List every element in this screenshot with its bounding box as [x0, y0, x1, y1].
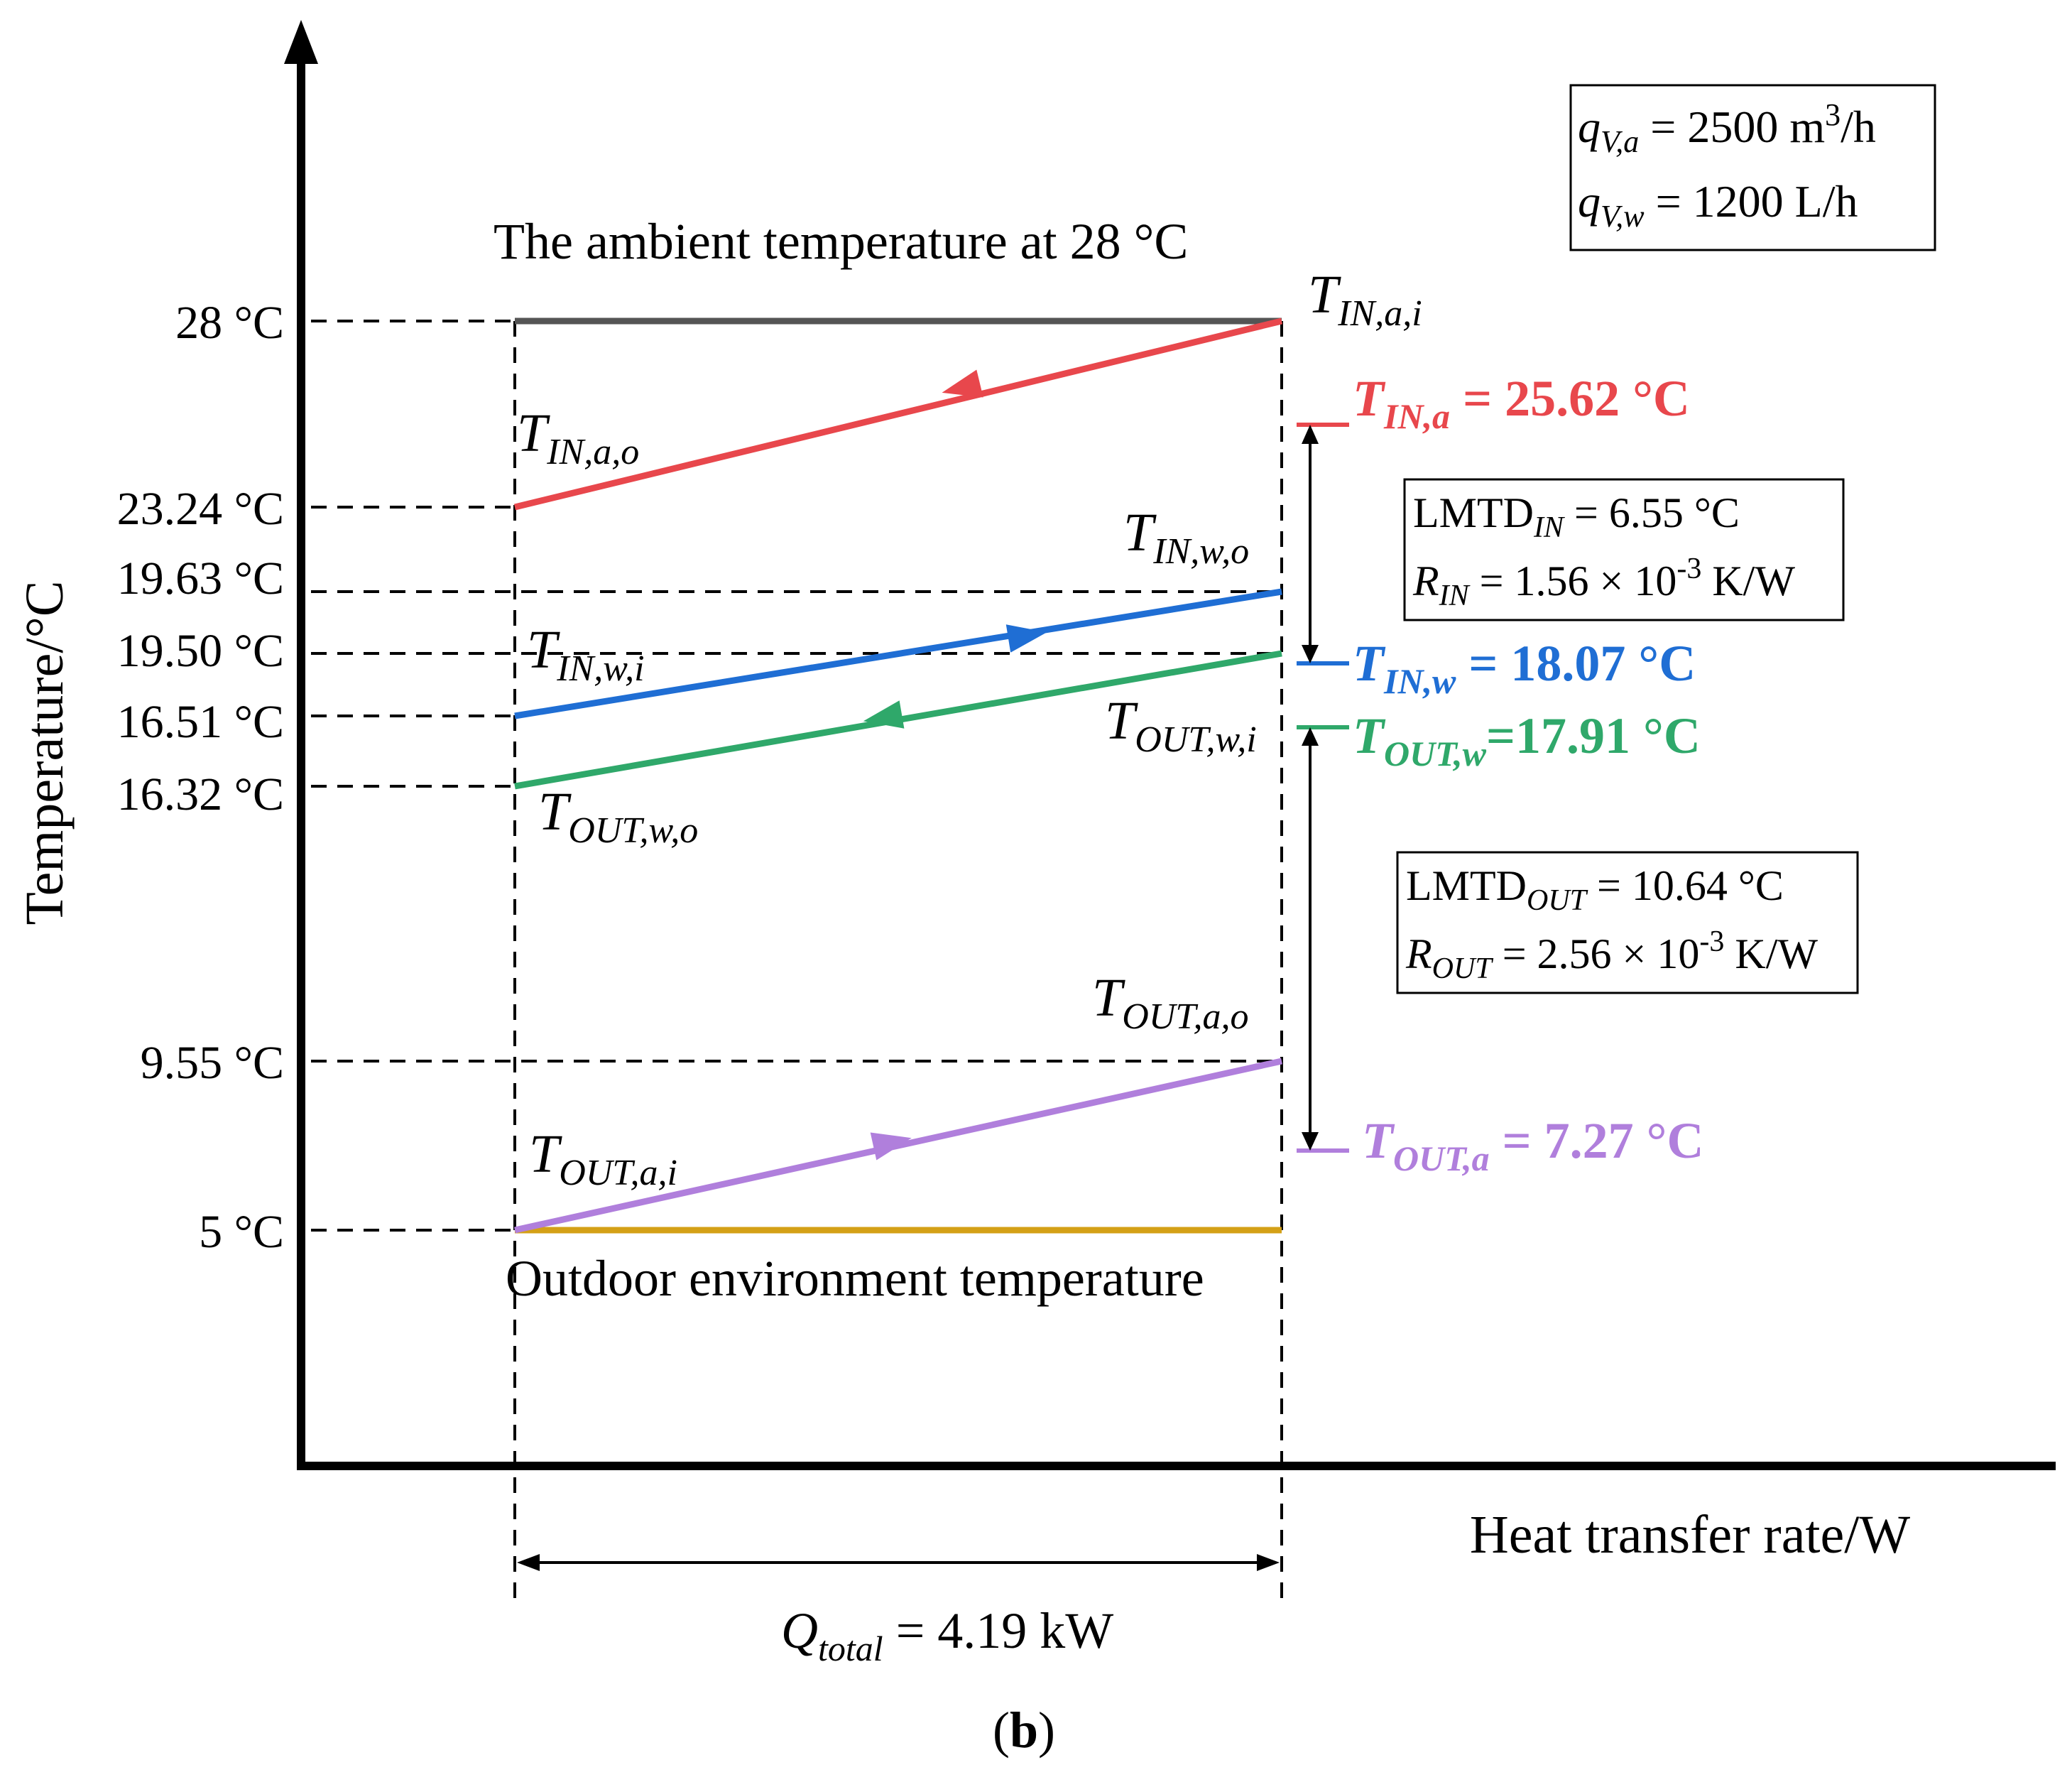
q-total-label: Qtotal = 4.19 kW	[781, 1602, 1113, 1668]
temp-label-1963: 19.63 °C	[117, 553, 284, 604]
lmtd-in-resistance: RIN = 1.56 × 10-3 K/W	[1412, 553, 1795, 612]
y-axis-arrowhead	[284, 20, 318, 64]
temp-label-28: 28 °C	[175, 297, 284, 349]
lmtd-out-resistance: ROUT = 2.56 × 10-3 K/W	[1405, 925, 1818, 985]
mean-temperatures: TIN,a = 25.62 °C TIN,w = 18.07 °C TOUT,w…	[1297, 370, 1703, 1178]
label-t-in-a-o: TIN,a,o	[517, 403, 639, 472]
label-t-out-w-o: TOUT,w,o	[538, 782, 698, 851]
lmtd-out-box-frame	[1396, 851, 1859, 994]
temp-label-5: 5 °C	[199, 1206, 284, 1258]
lmtd-in-arrow-top-icon	[1302, 425, 1319, 444]
mean-label-out-a: TOUT,a = 7.27 °C	[1362, 1112, 1703, 1178]
indoor-air-line	[513, 317, 1283, 511]
lmtd-in-value: LMTDIN = 6.55 °C	[1413, 489, 1740, 544]
label-t-out-a-i: TOUT,a,i	[529, 1124, 677, 1193]
mean-label-out-w: TOUT,w=17.91 °C	[1353, 707, 1701, 773]
temp-label-1950: 19.50 °C	[117, 625, 284, 677]
lmtd-out-arrow-top-icon	[1302, 727, 1319, 746]
label-t-out-w-i: TOUT,w,i	[1105, 691, 1257, 760]
indoor-water-arrow-icon	[1005, 624, 1047, 653]
flow-rate-box: qV,a = 2500 m3/h qV,w = 1200 L/h	[1569, 84, 1936, 251]
outdoor-caption: Outdoor environment temperature	[506, 1250, 1204, 1307]
lmtd-in-arrow-bottom-icon	[1302, 645, 1319, 663]
flow-rate-air: qV,a = 2500 m3/h	[1578, 97, 1876, 159]
label-t-in-w-o: TIN,w,o	[1123, 503, 1249, 572]
x-axis-title: Heat transfer rate/W	[1470, 1505, 1911, 1565]
mean-label-in-a: TIN,a = 25.62 °C	[1353, 370, 1690, 436]
mean-label-in-w: TIN,w = 18.07 °C	[1353, 635, 1696, 701]
indoor-water-line	[514, 588, 1282, 719]
dashed-guides	[311, 320, 1283, 1602]
direction-arrows	[863, 369, 1047, 1161]
ambient-caption: The ambient temperature at 28 °C	[494, 213, 1188, 270]
q-total-arrow-right-icon	[1257, 1554, 1280, 1571]
temp-label-1632: 16.32 °C	[117, 768, 284, 820]
temp-label-2324: 23.24 °C	[117, 483, 284, 535]
label-t-in-a-i: TIN,a,i	[1308, 265, 1422, 334]
indoor-air-arrow-icon	[942, 369, 983, 398]
panel-label: (b)	[993, 1702, 1055, 1759]
outdoor-air-arrow-icon	[870, 1132, 912, 1161]
q-total-dimension: Qtotal = 4.19 kW	[517, 1554, 1280, 1668]
outdoor-water-arrow-icon	[863, 700, 905, 729]
endpoint-labels: TIN,a,i TIN,a,o TIN,w,o TIN,w,i TOUT,w,i…	[517, 265, 1422, 1193]
lmtd-in-box: LMTDIN = 6.55 °C RIN = 1.56 × 10-3 K/W	[1403, 478, 1845, 621]
lmtd-out-value: LMTDOUT = 10.64 °C	[1406, 862, 1784, 917]
temp-label-955: 9.55 °C	[141, 1037, 284, 1089]
lmtd-arrows	[1302, 425, 1319, 1151]
flow-rate-water: qV,w = 1200 L/h	[1578, 176, 1858, 234]
label-t-in-w-i: TIN,w,i	[527, 620, 645, 689]
temp-label-1651: 16.51 °C	[117, 696, 284, 748]
axes	[284, 20, 2056, 1470]
temperature-lines	[513, 317, 1283, 1234]
lmtd-in-box-frame	[1403, 478, 1845, 621]
label-t-out-a-o: TOUT,a,o	[1092, 968, 1248, 1037]
flow-rate-box-frame	[1569, 84, 1936, 251]
lmtd-out-arrow-bottom-icon	[1302, 1132, 1319, 1151]
q-total-arrow-left-icon	[517, 1554, 540, 1571]
temperature-labels: 28 °C 23.24 °C 19.63 °C 19.50 °C 16.51 °…	[117, 297, 284, 1258]
y-axis-title: Temperature/°C	[15, 580, 75, 925]
lmtd-out-box: LMTDOUT = 10.64 °C ROUT = 2.56 × 10-3 K/…	[1396, 851, 1859, 994]
